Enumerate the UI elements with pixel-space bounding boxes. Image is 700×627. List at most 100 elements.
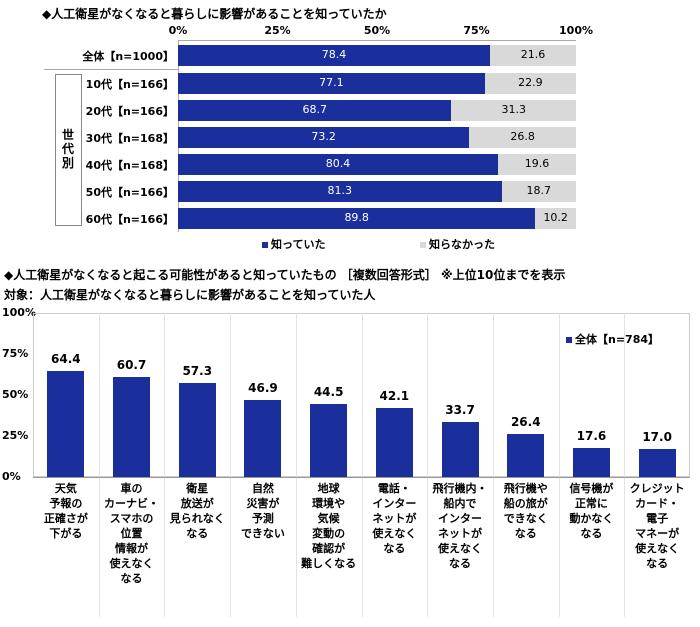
x-category-label: 自然 災害が 予測 できない xyxy=(240,482,285,540)
legend-total-label: 全体【n=784】 xyxy=(575,333,660,346)
bar-unknown xyxy=(535,207,576,229)
x-category-label: 天気 予報の 正確さが 下がる xyxy=(43,482,88,540)
x-tick-label: 0% xyxy=(168,24,188,37)
bar-unknown xyxy=(497,153,576,175)
x-tick-label: 100% xyxy=(559,24,593,37)
value-label: 17.6 xyxy=(576,429,607,444)
separator-line xyxy=(44,69,178,70)
gridline-vertical xyxy=(295,313,297,617)
value-label: 44.5 xyxy=(313,385,344,400)
bar-known xyxy=(178,180,502,202)
legend-unknown-label: 知らなかった xyxy=(429,238,495,251)
x-category-label: 飛行機や 船の旅が できなく なる xyxy=(503,482,548,540)
row-label: 10代【n=166】 xyxy=(85,78,174,91)
chart2-subtitle: 対象：人工衛星がなくなると暮らしに影響があることを知っていた人 xyxy=(4,288,376,302)
bar-unknown xyxy=(451,99,576,121)
group-box xyxy=(55,74,82,226)
row-label: 60代【n=166】 xyxy=(85,213,174,226)
value-label-known: 73.2 xyxy=(311,130,336,143)
bar-total xyxy=(441,421,479,477)
bar-known xyxy=(178,207,536,229)
bar-known xyxy=(178,44,491,66)
x-category-label: 飛行機内・ 船内で インター ネットが 使えなく なる xyxy=(432,482,488,570)
value-label-known: 89.8 xyxy=(344,211,369,224)
value-label: 60.7 xyxy=(116,358,147,373)
bar-unknown xyxy=(484,72,576,94)
value-label-unknown: 18.7 xyxy=(526,184,552,197)
bar-known xyxy=(178,153,498,175)
x-category-label: 車の カーナビ・ スマホの 位置 情報が 使えなく なる xyxy=(104,482,160,585)
x-axis-line xyxy=(178,40,576,41)
value-label: 26.4 xyxy=(510,414,541,429)
legend-unknown: 知らなかった xyxy=(420,236,495,252)
x-tick-label: 25% xyxy=(264,24,291,37)
legend-swatch-total xyxy=(566,337,572,343)
gridline-vertical xyxy=(98,313,100,617)
gridline-vertical xyxy=(624,313,626,617)
bar-known xyxy=(178,99,452,121)
value-label-known: 81.3 xyxy=(327,184,353,197)
x-category-label: 信号機が 正常に 動かなく なる xyxy=(569,482,614,540)
value-label: 42.1 xyxy=(379,388,410,403)
y-tick-label: 25% xyxy=(2,429,29,442)
value-label: 33.7 xyxy=(445,402,475,417)
bar-total xyxy=(507,433,545,477)
bar-total xyxy=(244,400,282,477)
value-label: 57.3 xyxy=(182,364,213,379)
legend-swatch-known xyxy=(262,242,268,248)
row-label: 30代【n=168】 xyxy=(85,132,174,145)
value-label-unknown: 10.2 xyxy=(543,211,568,224)
x-tick-label: 50% xyxy=(363,24,391,37)
x-category-label: 衛星 放送が 見られなく なる xyxy=(169,482,225,540)
value-label-known: 78.4 xyxy=(321,48,347,61)
legend-total: 全体【n=784】 xyxy=(566,331,659,347)
bar-known xyxy=(178,126,470,148)
value-label: 64.4 xyxy=(51,352,81,367)
row-label: 50代【n=166】 xyxy=(85,186,174,199)
gridline-vertical xyxy=(164,313,166,617)
x-tick-label: 75% xyxy=(463,24,490,37)
value-label: 17.0 xyxy=(642,430,672,445)
bar-total xyxy=(572,448,610,477)
y-tick-label: 0% xyxy=(2,470,21,483)
x-category-label: 電話・ インター ネットが 使えなく なる xyxy=(372,482,417,555)
group-label: 世 代 別 xyxy=(61,128,74,170)
gridline-vertical xyxy=(558,313,560,617)
value-label-known: 68.7 xyxy=(302,103,327,116)
bar-unknown xyxy=(501,180,576,202)
bar-known xyxy=(178,72,485,94)
row-label: 全体【n=1000】 xyxy=(82,50,174,63)
value-label-unknown: 22.9 xyxy=(518,76,543,89)
x-category-label: 地球 環境や 気候 変動の 確認が 難しくなる xyxy=(301,482,357,570)
legend-known-label: 知っていた xyxy=(271,238,326,251)
chart1-title: ◆人工衛星がなくなると暮らしに影響があることを知っていたか xyxy=(42,7,387,21)
chart2-title: ◆人工衛星がなくなると起こる可能性があると知っていたもの ［複数回答形式］ ※上… xyxy=(4,268,566,282)
bar-unknown xyxy=(469,126,576,148)
bar-total xyxy=(375,407,413,477)
bar-total xyxy=(113,377,151,477)
value-label-known: 80.4 xyxy=(325,157,351,170)
legend-known: 知っていた xyxy=(262,236,325,252)
value-label-unknown: 26.8 xyxy=(510,130,535,143)
legend-swatch-unknown xyxy=(420,242,426,248)
gridline-vertical xyxy=(361,313,363,617)
gridline-vertical xyxy=(427,313,429,617)
gridline-vertical xyxy=(230,313,232,617)
bar-total xyxy=(310,404,348,477)
gridline-vertical xyxy=(492,313,494,617)
bar-total xyxy=(178,383,216,477)
value-label-known: 77.1 xyxy=(319,76,344,89)
y-tick-label: 100% xyxy=(2,306,36,319)
value-label-unknown: 31.3 xyxy=(501,103,526,116)
x-category-label: クレジット カード・ 電子 マネーが 使えなく なる xyxy=(629,482,685,570)
row-label: 40代【n=168】 xyxy=(85,159,174,172)
value-label-unknown: 19.6 xyxy=(524,157,550,170)
y-tick-label: 75% xyxy=(2,347,29,360)
value-label: 46.9 xyxy=(248,381,278,396)
bar-unknown xyxy=(490,44,576,66)
x-axis-line xyxy=(33,477,690,478)
row-label: 20代【n=166】 xyxy=(85,105,174,118)
bar-total xyxy=(638,449,676,477)
value-label-unknown: 21.6 xyxy=(520,48,546,61)
